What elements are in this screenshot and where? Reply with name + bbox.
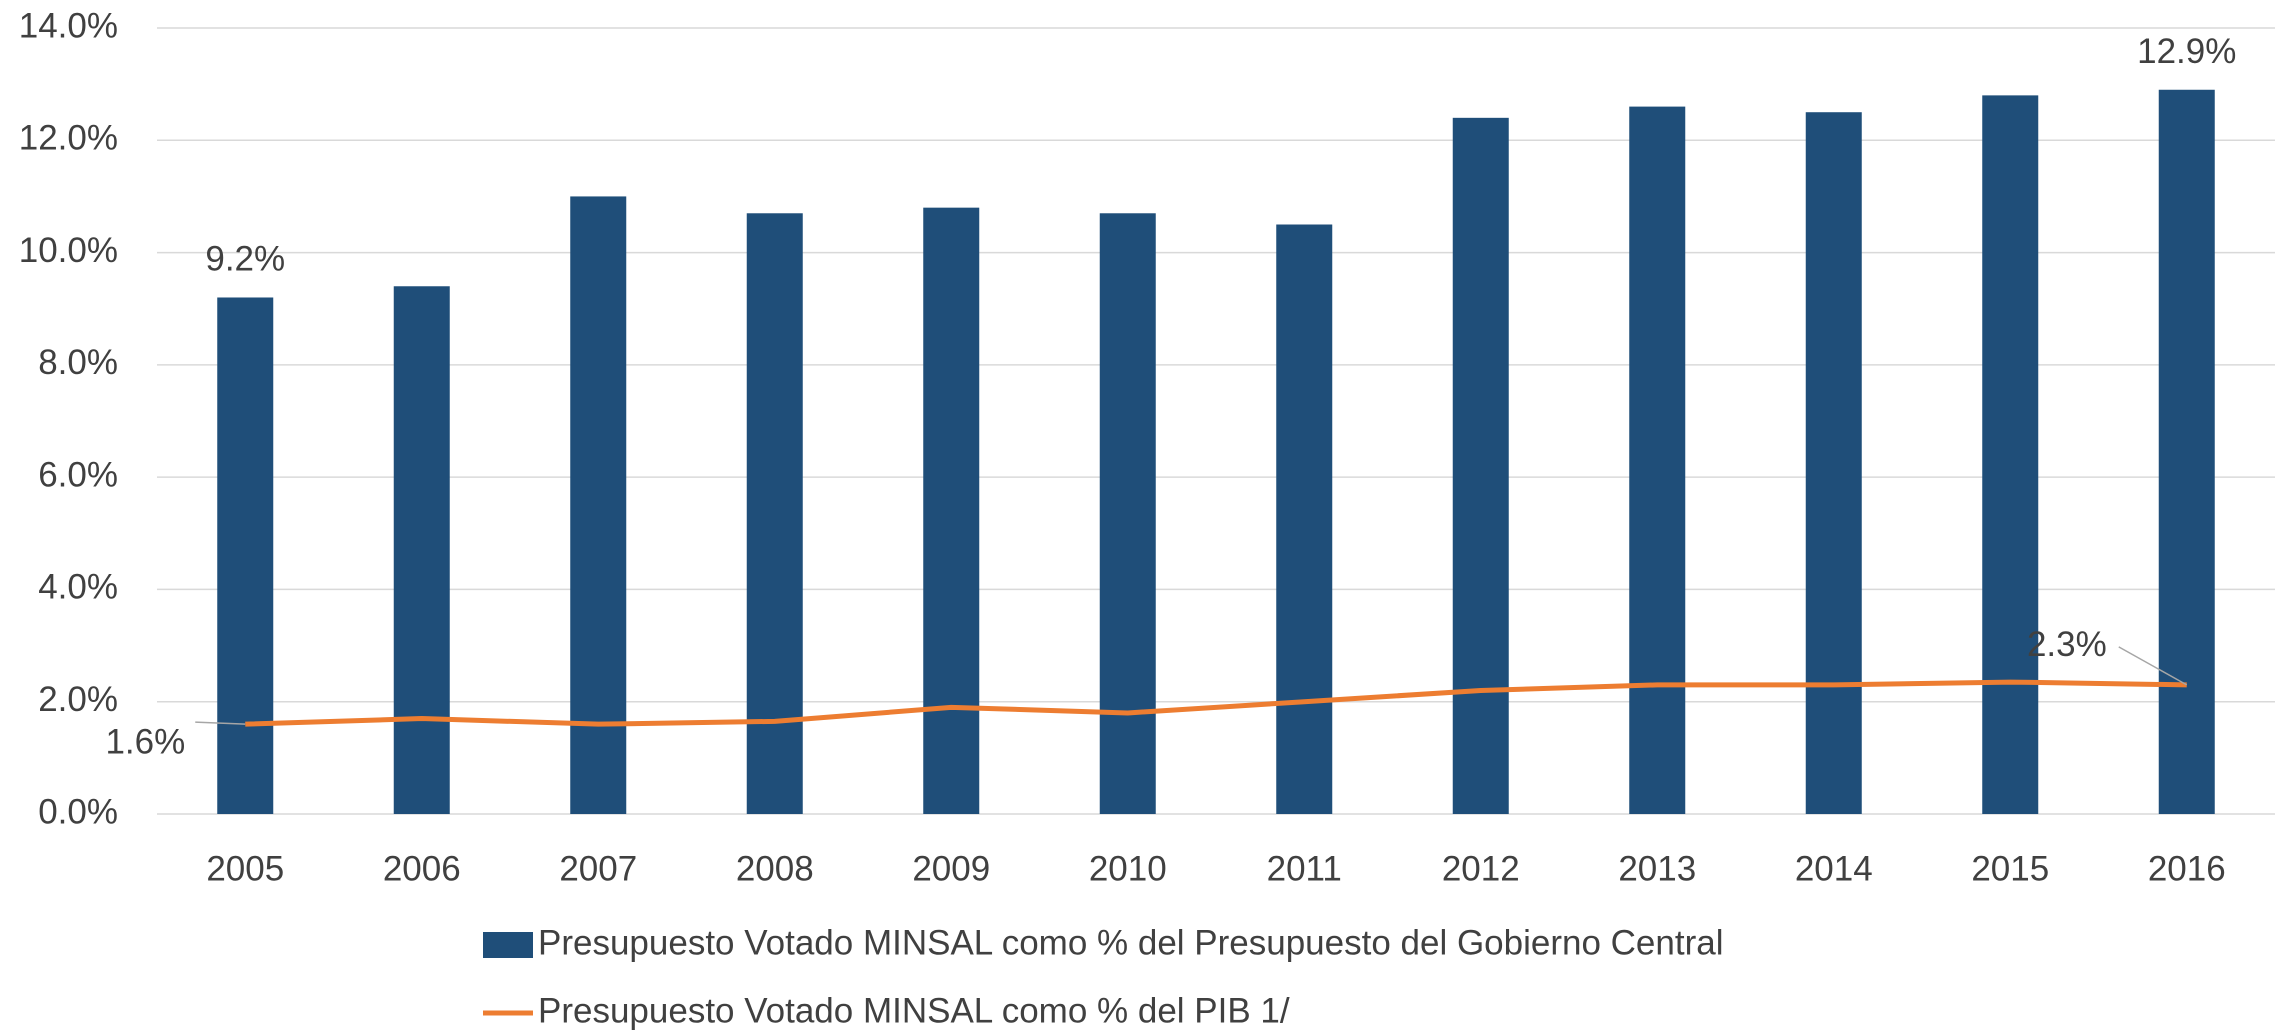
data-label: 2.3% [2027, 625, 2107, 664]
bar [1099, 213, 1156, 814]
bar [393, 286, 450, 814]
x-tick-label: 2011 [1267, 849, 1342, 888]
line [245, 679, 2187, 727]
legend-label: Presupuesto Votado MINSAL como % del PIB… [538, 991, 1290, 1030]
bar [1276, 224, 1333, 814]
x-tick-label: 2007 [559, 849, 637, 888]
y-tick-label: 4.0% [38, 568, 118, 607]
data-label: 1.6% [105, 722, 185, 761]
x-tick-label: 2015 [1971, 849, 2049, 888]
bar [1982, 95, 2039, 814]
y-tick-label: 2.0% [38, 680, 118, 719]
data-label: 9.2% [205, 240, 285, 279]
leader-line [2118, 646, 2188, 686]
legend-label: Presupuesto Votado MINSAL como % del Pre… [538, 923, 1724, 962]
bar [1805, 112, 1862, 814]
y-tick-label: 12.0% [19, 119, 118, 158]
bar [923, 207, 980, 814]
x-tick-label: 2014 [1795, 849, 1873, 888]
x-tick-label: 2016 [2148, 849, 2226, 888]
data-label: 12.9% [2137, 32, 2236, 71]
x-tick-label: 2013 [1618, 849, 1696, 888]
bar [1629, 106, 1686, 815]
x-tick-label: 2012 [1442, 849, 1520, 888]
y-tick-label: 14.0% [19, 6, 118, 45]
y-tick-label: 10.0% [19, 231, 118, 270]
x-tick-label: 2006 [383, 849, 461, 888]
x-tick-label: 2008 [736, 849, 814, 888]
bar [217, 297, 274, 814]
bar [570, 196, 627, 814]
legend-swatch [483, 932, 533, 958]
leader-line [195, 721, 246, 725]
x-tick-label: 2010 [1089, 849, 1167, 888]
bar [2158, 89, 2215, 814]
bar [1452, 117, 1509, 815]
y-tick-label: 6.0% [38, 455, 118, 494]
x-tick-label: 2009 [912, 849, 990, 888]
y-tick-label: 8.0% [38, 343, 118, 382]
x-tick-label: 2005 [206, 849, 284, 888]
y-tick-label: 0.0% [38, 792, 118, 831]
bar [746, 213, 803, 814]
